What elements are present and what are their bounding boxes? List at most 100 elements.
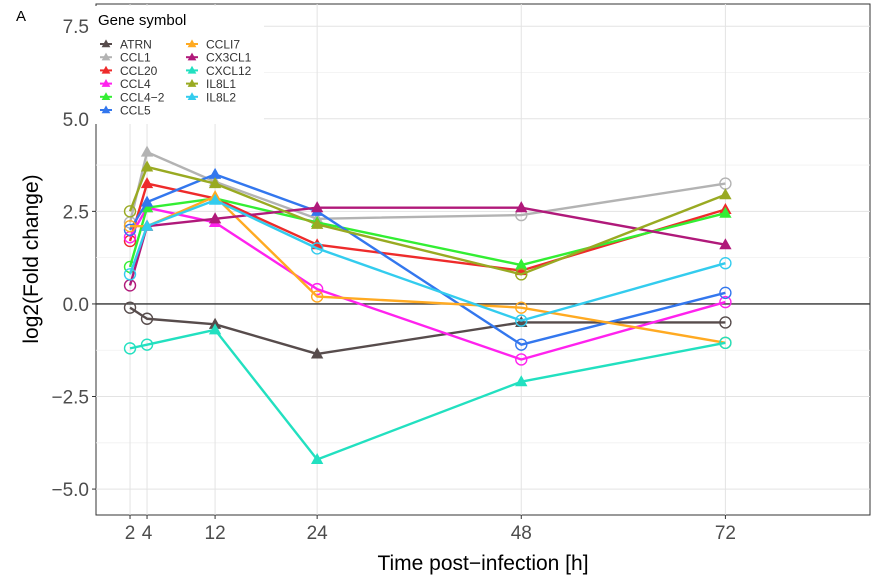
data-point-triangle <box>208 193 222 205</box>
data-point-triangle <box>208 317 222 329</box>
series-line <box>128 206 726 361</box>
data-point-triangle <box>208 167 222 179</box>
data-point-circle <box>140 312 154 325</box>
y-tick-label: 7.5 <box>63 17 89 38</box>
x-tick-label: 72 <box>715 523 736 544</box>
data-point-triangle <box>310 201 324 213</box>
series-line <box>128 165 726 276</box>
x-tick-label: 24 <box>307 523 329 544</box>
legend-item: ATRN <box>100 38 152 52</box>
legend-label: CXCL12 <box>206 64 252 78</box>
data-point-triangle <box>310 217 324 229</box>
legend-label: CCL1 <box>120 51 151 65</box>
series-line <box>128 197 726 268</box>
y-axis-title: log2(Fold change) <box>20 174 43 343</box>
legend-item: IL8L1 <box>186 77 236 91</box>
legend-key-triangle <box>187 65 197 74</box>
data-point-circle <box>123 301 137 314</box>
legend-item: CCL4 <box>100 77 151 91</box>
data-point-triangle <box>208 177 222 189</box>
data-point-circle <box>123 205 137 218</box>
series-il8l2 <box>123 193 732 327</box>
legend-label: CCL4−2 <box>120 90 165 104</box>
legend-label: CCL5 <box>120 104 151 118</box>
series-line <box>128 150 726 223</box>
data-point-triangle <box>310 347 324 359</box>
data-point-circle <box>719 257 732 270</box>
data-point-triangle <box>515 375 528 387</box>
legend-item: CXCL12 <box>186 64 252 78</box>
series-line <box>128 173 726 346</box>
x-axis-title: Time post−infection [h] <box>377 552 588 575</box>
data-point-triangle <box>719 238 732 250</box>
data-point-triangle <box>310 452 324 465</box>
data-point-circle <box>123 219 137 233</box>
data-point-triangle <box>140 145 154 157</box>
legend-item: CCLI7 <box>186 38 240 52</box>
data-point-circle <box>719 336 732 350</box>
legend-label: CCLI7 <box>206 38 240 52</box>
data-point-circle <box>123 268 137 281</box>
series-ccl5 <box>123 167 732 351</box>
data-point-triangle <box>719 206 732 218</box>
panel-label: A <box>16 8 26 25</box>
data-point-circle <box>515 338 528 351</box>
y-tick-label: −5.0 <box>51 480 89 501</box>
legend-key-triangle <box>101 79 111 87</box>
data-point-triangle <box>515 258 528 270</box>
legend-key-triangle <box>101 92 111 101</box>
data-point-circle <box>719 295 732 309</box>
series-line <box>129 306 726 356</box>
legend-label: IL8L1 <box>206 77 236 91</box>
legend-item: IL8L2 <box>186 90 236 104</box>
data-point-triangle <box>140 177 154 189</box>
data-point-circle <box>719 316 732 329</box>
data-point-circle <box>515 301 528 314</box>
y-axis: −5.0 −2.5 0.0 2.5 5.0 7.5 <box>51 17 96 501</box>
legend-label: ATRN <box>120 38 152 52</box>
data-point-triangle <box>208 323 222 335</box>
legend-label: CX3CL1 <box>206 51 252 65</box>
legend-item: CCL5 <box>100 104 151 118</box>
data-point-triangle <box>140 201 154 213</box>
data-point-triangle <box>208 212 222 224</box>
data-point-circle <box>719 286 732 300</box>
series-line <box>129 328 726 461</box>
y-tick-label: 5.0 <box>63 110 89 131</box>
x-tick-label: 12 <box>205 523 226 544</box>
y-tick-label: 0.0 <box>63 295 89 316</box>
legend-item: CCL1 <box>100 51 151 65</box>
legend-item: CCL20 <box>100 64 158 78</box>
x-tick-label: 2 <box>125 523 136 544</box>
legend-key-triangle <box>187 52 197 61</box>
data-point-triangle <box>140 160 154 172</box>
legend-title: Gene symbol <box>98 12 186 29</box>
data-point-circle <box>310 290 324 303</box>
data-point-triangle <box>140 219 154 231</box>
x-tick-label: 48 <box>511 523 532 544</box>
data-point-circle <box>515 314 528 327</box>
data-point-circle <box>310 282 324 296</box>
y-tick-label: −2.5 <box>51 388 89 409</box>
legend-label: CCL20 <box>120 64 158 78</box>
legend-key-triangle <box>187 79 197 87</box>
data-point-triangle <box>719 188 732 200</box>
legend-item: CCL4−2 <box>100 90 165 104</box>
data-point-circle <box>140 338 154 351</box>
series-line <box>128 199 726 322</box>
data-point-triangle <box>515 201 528 213</box>
y-tick-label: 2.5 <box>63 202 89 223</box>
data-point-circle <box>123 342 137 355</box>
series-atrn <box>123 301 732 359</box>
series-cxcl12 <box>123 323 732 465</box>
data-point-triangle <box>140 195 154 207</box>
legend-label: CCL4 <box>120 77 151 91</box>
data-point-circle <box>310 242 324 255</box>
legend-key-triangle <box>101 39 111 48</box>
series-layer <box>123 145 732 465</box>
legend-key-triangle <box>187 39 197 48</box>
legend-item: CX3CL1 <box>186 51 252 65</box>
